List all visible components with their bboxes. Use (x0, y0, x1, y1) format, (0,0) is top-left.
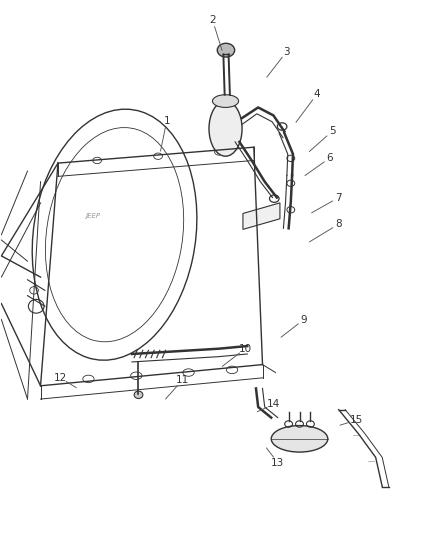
Text: 15: 15 (350, 415, 363, 425)
Text: 5: 5 (329, 126, 336, 136)
Text: 8: 8 (336, 219, 342, 229)
Ellipse shape (271, 425, 328, 452)
Text: 14: 14 (267, 399, 280, 409)
Text: 11: 11 (175, 375, 189, 385)
Text: 12: 12 (53, 373, 67, 383)
Text: 13: 13 (271, 458, 284, 467)
Polygon shape (243, 203, 280, 229)
Ellipse shape (217, 43, 235, 57)
Text: 6: 6 (327, 153, 333, 163)
Text: 4: 4 (314, 89, 320, 99)
Ellipse shape (209, 101, 242, 156)
Text: 10: 10 (239, 344, 252, 354)
Text: JEEP: JEEP (85, 213, 100, 219)
Ellipse shape (134, 391, 143, 399)
Text: 1: 1 (163, 116, 170, 126)
Text: 7: 7 (336, 192, 342, 203)
Text: 9: 9 (300, 314, 307, 325)
Text: 2: 2 (209, 15, 216, 25)
Text: 3: 3 (283, 47, 290, 56)
Ellipse shape (212, 95, 239, 108)
